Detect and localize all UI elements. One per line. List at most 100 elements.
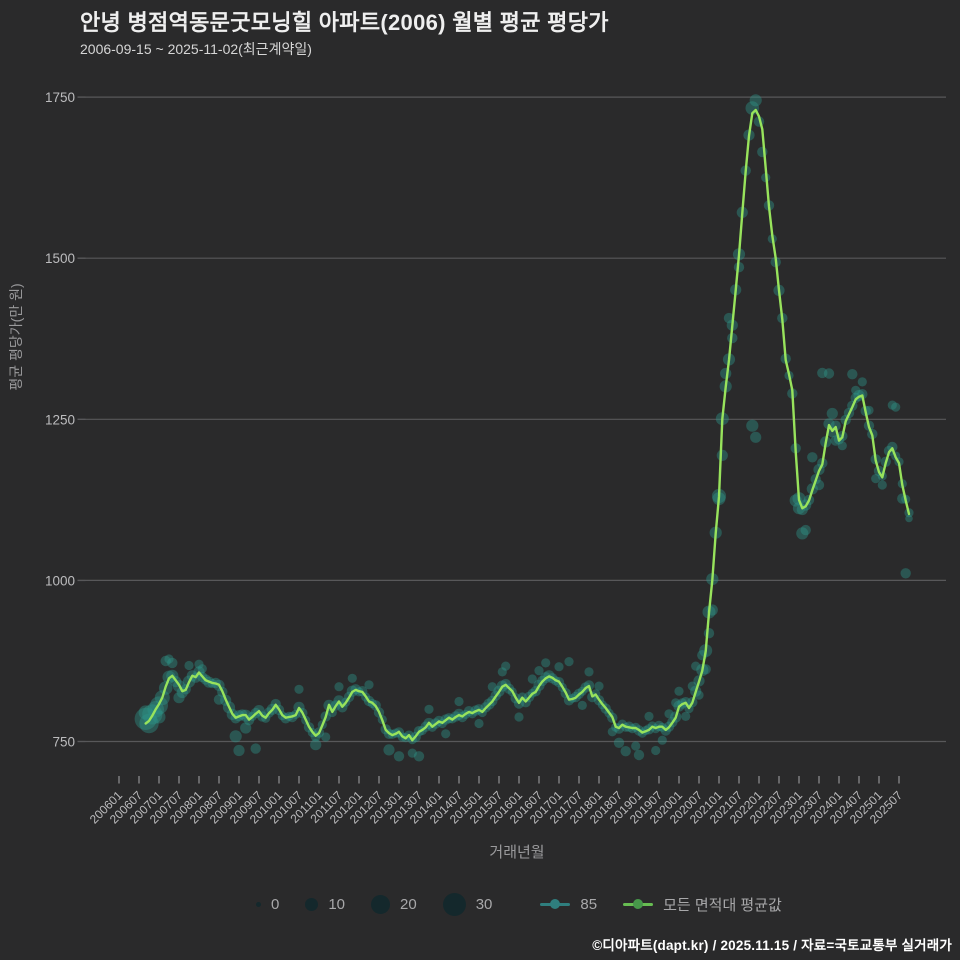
scatter-point — [134, 707, 157, 731]
scatter-point — [347, 673, 357, 683]
copyright-source-credit: ©디아파트(dapt.kr) / 2025.11.15 / 자료=국토교통부 실… — [592, 938, 952, 953]
scatter-point — [817, 367, 828, 379]
scatter-point — [474, 718, 484, 729]
scatter-point — [534, 666, 544, 676]
y-tick-label: 1500 — [45, 251, 75, 266]
legend-series-label: 85 — [580, 895, 598, 913]
scatter-point — [138, 705, 153, 720]
scatter-point — [823, 368, 835, 379]
scatter-point — [633, 749, 645, 761]
scatter-point — [691, 661, 701, 671]
scatter-point — [694, 690, 704, 700]
scatter-point — [233, 744, 245, 757]
scatter-point — [594, 681, 604, 691]
scatter-point — [364, 680, 374, 690]
size-dot-icon — [442, 892, 466, 916]
scatter-point — [813, 479, 825, 491]
scatter-point — [631, 741, 641, 751]
scatter-point — [664, 709, 674, 719]
scatter-point — [800, 524, 811, 536]
size-dot-icon — [256, 901, 261, 907]
scatter-point — [847, 369, 858, 380]
date-range-subtitle: 2006-09-15 ~ 2025-11-02(최근계약일) — [80, 41, 312, 57]
scatter-point — [197, 664, 207, 674]
legend: 0 10 20 30 85 모든 면적대 평균값 — [256, 891, 808, 917]
scatter-point — [194, 659, 204, 669]
scatter-point — [796, 527, 809, 540]
legend-size-label: 10 — [328, 895, 346, 913]
scatter-point — [584, 667, 594, 677]
scatter-point — [749, 94, 762, 107]
scatter-point — [240, 722, 252, 734]
scatter-point — [807, 452, 818, 463]
scatter-point — [577, 700, 587, 711]
scatter-point — [826, 407, 838, 420]
scatter-point — [424, 704, 434, 714]
y-tick-label: 1750 — [45, 90, 75, 105]
average-line — [144, 108, 911, 742]
scatter-point — [607, 727, 617, 737]
x-axis-title: 거래년월 — [489, 844, 545, 861]
scatter-point — [674, 686, 684, 696]
scatter-point — [321, 732, 331, 742]
legend-size-20: 20 — [371, 894, 417, 914]
scatter-point — [620, 746, 631, 757]
scatter-point — [554, 662, 564, 672]
scatter-point — [497, 667, 507, 677]
y-tick-label: 750 — [52, 735, 75, 750]
scatter-point — [393, 751, 405, 762]
y-tick-label: 1250 — [45, 412, 75, 427]
legend-size-10: 10 — [305, 896, 345, 913]
scatter-point — [164, 654, 174, 664]
scatter-point — [310, 739, 322, 751]
y-axis-title: 평균 평당가(만 원) — [8, 283, 24, 391]
scatter-point — [871, 474, 881, 484]
legend-size-30: 30 — [442, 892, 493, 916]
teal-line-dot-icon — [540, 898, 571, 910]
scatter-point — [746, 419, 759, 432]
scatter-point — [750, 431, 762, 443]
scatter-point — [407, 748, 417, 758]
scatter-point — [213, 694, 225, 705]
scatter-point — [139, 713, 159, 734]
scatter-point — [160, 655, 171, 667]
scatter-point — [857, 377, 867, 387]
scatter-point — [887, 400, 897, 410]
scatter-point — [613, 737, 625, 748]
scatter-point — [716, 449, 728, 461]
legend-size-label: 0 — [271, 895, 280, 913]
scatter-point — [383, 744, 395, 756]
scatter-point — [877, 480, 887, 490]
scatter-point — [657, 735, 667, 745]
scatter-point — [454, 696, 464, 707]
scatter-point — [823, 418, 835, 430]
legend-size-label: 20 — [400, 895, 417, 913]
scatter-point — [167, 657, 178, 669]
scatter-point — [757, 146, 768, 158]
scatter-point — [487, 682, 497, 692]
legend-size-0: 0 — [256, 896, 279, 913]
scatter-point — [527, 674, 537, 684]
page-title: 안녕 병점역동문굿모닝힐 아파트(2006) 월별 평균 평당가 — [80, 10, 609, 35]
scatter-point — [514, 712, 524, 722]
scatter-point — [501, 661, 511, 671]
scatter-point — [651, 745, 661, 756]
scatter-point — [671, 698, 681, 708]
scatter-point — [250, 743, 261, 754]
scatter-point — [152, 710, 166, 724]
legend-size-label: 30 — [475, 895, 493, 913]
scatter-point — [413, 751, 425, 762]
size-dot-icon — [305, 897, 319, 911]
scatter-point — [900, 568, 911, 579]
y-tick-label: 1000 — [45, 573, 75, 588]
scatter-point — [905, 514, 913, 523]
scatter-point — [687, 681, 697, 691]
scatter-point — [294, 684, 304, 694]
legend-series-average: 모든 면적대 평균값 — [623, 894, 782, 915]
scatter-point — [851, 385, 861, 395]
scatter-point — [334, 682, 344, 692]
scatter-point — [703, 628, 715, 639]
scatter-point — [441, 729, 451, 739]
scatter-point — [564, 657, 574, 667]
